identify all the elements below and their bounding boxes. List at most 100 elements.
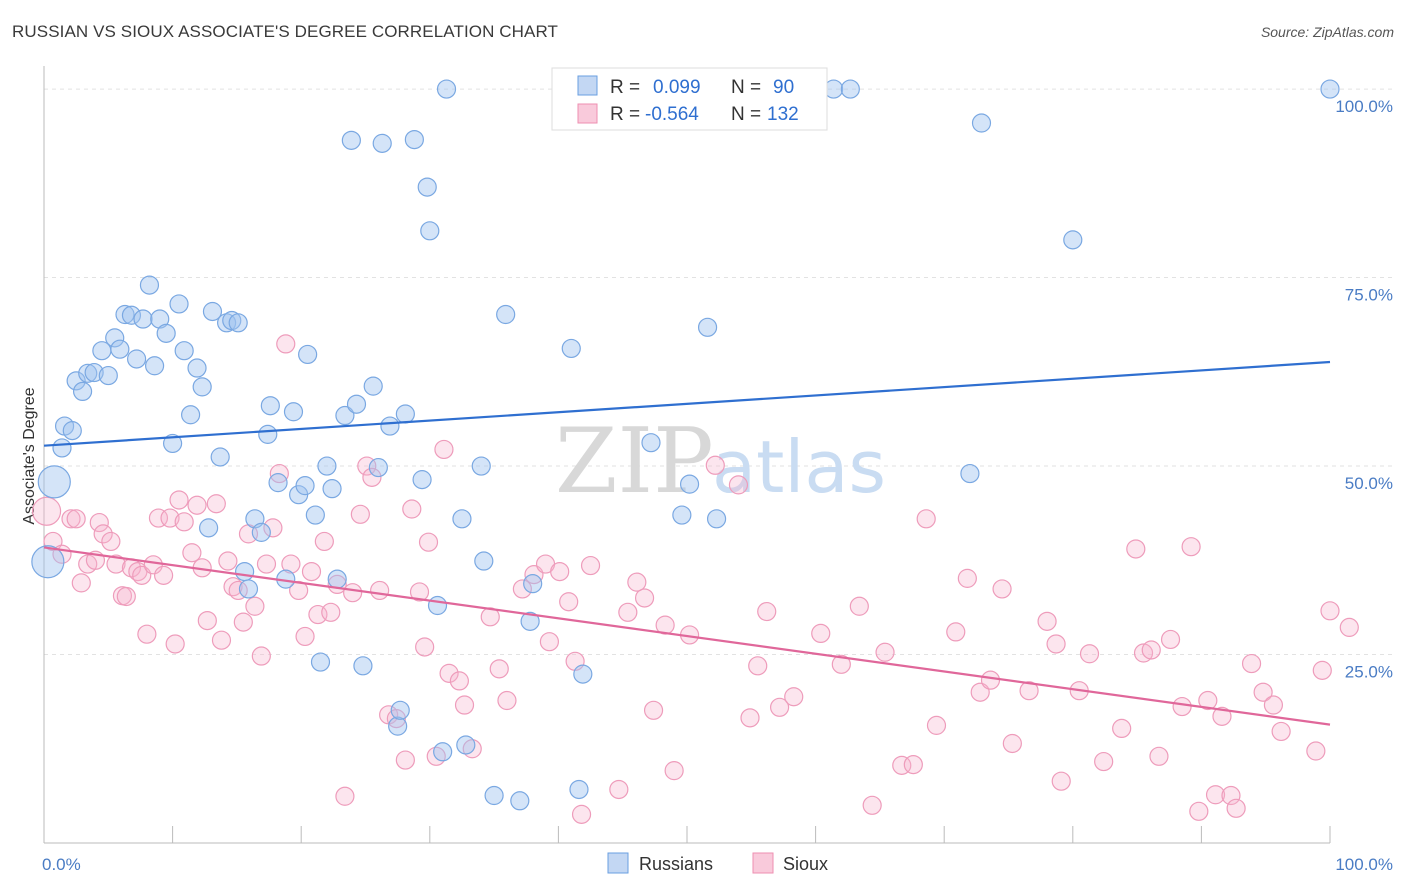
russians-point-79	[573, 664, 593, 684]
x-tick-label-1: 100.0%	[1335, 855, 1393, 874]
sioux-point-94	[769, 697, 790, 717]
sioux-point-93	[757, 601, 777, 622]
sioux-point-64	[434, 439, 454, 460]
russians-point-38	[260, 396, 280, 416]
sioux-point-75	[539, 632, 559, 652]
sioux-point-85	[643, 700, 664, 720]
russians-point-22	[169, 294, 189, 314]
sioux-point-104	[926, 715, 947, 735]
sioux-trend-line	[43, 546, 1331, 726]
sioux-point-37	[251, 646, 271, 666]
sioux-point-41	[276, 334, 296, 354]
sioux-point-118	[1112, 718, 1132, 739]
y-tick-label-1: 50.0%	[1345, 474, 1393, 493]
russians-point-32	[228, 313, 248, 333]
russians-point-62	[412, 470, 432, 490]
sioux-point-103	[916, 509, 936, 529]
russians-point-76	[523, 574, 543, 594]
sioux-point-92	[748, 656, 768, 676]
russians-point-44	[298, 344, 318, 365]
sioux-point-77	[559, 592, 579, 612]
russians-point-48	[322, 479, 342, 499]
russians-point-26	[192, 377, 212, 397]
sioux-point-136	[1306, 741, 1326, 761]
russians-point-89	[1063, 230, 1083, 250]
russians-point-69	[456, 735, 476, 755]
sioux-point-48	[321, 602, 341, 622]
russians-point-34	[238, 579, 259, 599]
sioux-point-45	[301, 561, 322, 582]
trend-lines	[43, 360, 1331, 726]
russians-point-47	[317, 456, 337, 476]
series-legend-label-russians: Russians	[639, 854, 713, 874]
sioux-point-117	[1094, 751, 1114, 772]
x-tick-labels: 0.0% 100.0%	[42, 855, 1393, 874]
russians-point-23	[174, 341, 194, 361]
russians-point-73	[496, 304, 516, 325]
russians-point-68	[452, 509, 472, 529]
gridlines	[44, 88, 1392, 656]
sioux-point-128	[1205, 785, 1226, 805]
sioux-point-17	[137, 624, 157, 644]
sioux-point-79	[571, 804, 592, 824]
legend-swatch-russians	[577, 75, 598, 96]
sioux-point-96	[811, 623, 831, 644]
russians-point-67	[436, 79, 457, 99]
legend-n-value-sioux: 132	[767, 104, 799, 125]
sioux-point-70	[489, 659, 509, 679]
sioux-point-134	[1263, 695, 1284, 715]
sioux-point-5	[71, 573, 91, 593]
russians-point-6	[72, 381, 93, 402]
sioux-point-23	[169, 490, 189, 510]
sioux-point-8	[89, 512, 109, 533]
sioux-point-31	[218, 551, 238, 571]
sioux-point-125	[1181, 537, 1201, 557]
sioux-point-76	[550, 561, 570, 582]
y-axis-label: Associate's Degree	[21, 387, 38, 524]
sioux-point-39	[263, 518, 283, 538]
sioux-point-139	[1339, 617, 1359, 637]
series-legend: Russians Sioux	[607, 852, 828, 874]
sioux-point-34	[233, 612, 253, 632]
russians-point-14	[121, 305, 142, 325]
y-tick-label-2: 75.0%	[1345, 286, 1393, 305]
sioux-point-29	[206, 494, 226, 514]
sioux-point-108	[980, 670, 1001, 690]
russians-point-29	[210, 447, 230, 467]
sioux-point-25	[182, 543, 202, 563]
sioux-point-71	[497, 690, 517, 711]
russians-point-56	[372, 133, 392, 153]
sioux-point-112	[1037, 611, 1057, 631]
sioux-point-99	[862, 795, 882, 815]
russians-point-28	[202, 301, 223, 322]
sioux-point-119	[1126, 539, 1146, 559]
sioux-point-38	[256, 554, 277, 574]
sioux-point-10	[101, 531, 121, 552]
sioux-point-21	[160, 508, 180, 528]
russians-point-0	[31, 545, 65, 579]
sioux-point-62	[418, 532, 439, 552]
russians-point-58	[388, 716, 408, 736]
russians-point-71	[474, 551, 494, 571]
sioux-points	[31, 334, 1359, 824]
sioux-point-69	[480, 607, 500, 627]
russians-point-70	[471, 456, 491, 476]
russians-point-55	[368, 457, 388, 478]
legend-n-label-sioux: N =	[731, 104, 761, 125]
russians-point-84	[706, 509, 727, 529]
watermark: ZIP atlas	[555, 409, 886, 514]
y-tick-labels: 25.0% 50.0% 75.0% 100.0%	[1335, 97, 1393, 681]
russians-point-90	[1320, 79, 1340, 99]
russians-point-36	[251, 522, 271, 542]
russians-point-78	[569, 779, 589, 800]
russians-point-7	[78, 363, 98, 383]
sioux-point-132	[1241, 653, 1262, 674]
watermark-zip: ZIP	[555, 409, 714, 514]
sioux-point-106	[957, 568, 977, 588]
legend-r-value-sioux: -0.564	[645, 104, 699, 125]
watermark-atlas: atlas	[712, 425, 886, 509]
russians-point-64	[420, 221, 440, 241]
russians-point-57	[380, 416, 400, 436]
sioux-point-80	[580, 555, 601, 576]
series-legend-label-sioux: Sioux	[783, 854, 828, 874]
